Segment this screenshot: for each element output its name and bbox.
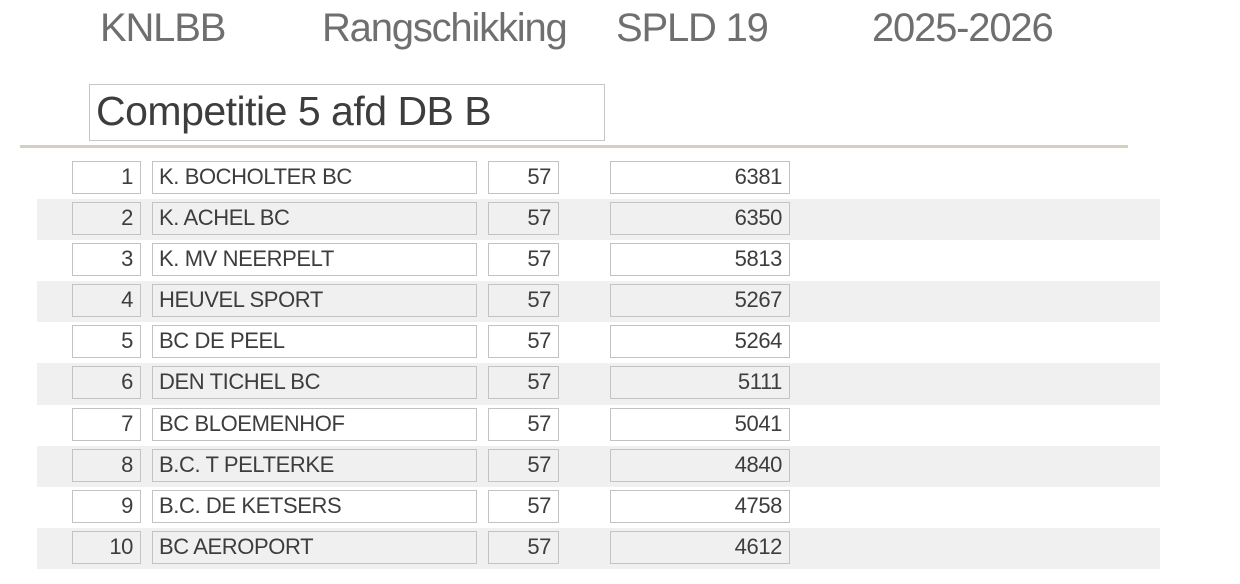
points-cell[interactable]: 5267 <box>610 284 790 318</box>
table-row: 1 K. BOCHOLTER BC 57 6381 <box>0 158 1240 199</box>
points-cell[interactable]: 5041 <box>610 407 790 441</box>
played-cell[interactable]: 57 <box>488 366 559 400</box>
team-cell[interactable]: B.C. DE KETSERS <box>152 489 477 523</box>
rank-cell[interactable]: 5 <box>72 325 141 359</box>
played-cell[interactable]: 57 <box>488 530 559 564</box>
report-title: Rangschikking <box>322 6 568 50</box>
row-stripe <box>37 199 1160 241</box>
rank-cell[interactable]: 10 <box>72 530 141 564</box>
team-cell[interactable]: BC BLOEMENHOF <box>152 407 477 441</box>
points-cell[interactable]: 4612 <box>610 530 790 564</box>
season-label: 2025-2026 <box>872 6 1054 50</box>
table-row: 5 BC DE PEEL 57 5264 <box>0 322 1240 363</box>
points-cell[interactable]: 6381 <box>610 161 790 194</box>
table-row: 4 HEUVEL SPORT 57 5267 <box>0 281 1240 323</box>
row-stripe <box>37 281 1160 323</box>
table-row: 10 BC AEROPORT 57 4612 <box>0 527 1240 569</box>
played-cell[interactable]: 57 <box>488 489 559 523</box>
row-stripe <box>37 363 1160 405</box>
points-cell[interactable]: 5813 <box>610 243 790 277</box>
divider-rule <box>20 145 1128 148</box>
competition-name-cell[interactable]: Competitie 5 afd DB B <box>89 84 605 141</box>
played-cell[interactable]: 57 <box>488 325 559 359</box>
matchday-label: SPLD 19 <box>616 6 769 50</box>
rank-cell[interactable]: 1 <box>72 161 141 194</box>
rank-cell[interactable]: 8 <box>72 448 141 482</box>
table-row: 7 BC BLOEMENHOF 57 5041 <box>0 405 1240 446</box>
row-stripe <box>37 527 1160 569</box>
team-cell[interactable]: B.C. T PELTERKE <box>152 448 477 482</box>
team-cell[interactable]: K. ACHEL BC <box>152 202 477 236</box>
played-cell[interactable]: 57 <box>488 407 559 441</box>
played-cell[interactable]: 57 <box>488 161 559 194</box>
table-row: 3 K. MV NEERPELT 57 5813 <box>0 240 1240 281</box>
org-name: KNLBB <box>100 6 226 50</box>
played-cell[interactable]: 57 <box>488 243 559 277</box>
team-cell[interactable]: K. BOCHOLTER BC <box>152 161 477 194</box>
rank-cell[interactable]: 6 <box>72 366 141 400</box>
points-cell[interactable]: 4840 <box>610 448 790 482</box>
table-row: 6 DEN TICHEL BC 57 5111 <box>0 363 1240 405</box>
table-row: 2 K. ACHEL BC 57 6350 <box>0 199 1240 241</box>
points-cell[interactable]: 6350 <box>610 202 790 236</box>
row-stripe <box>37 445 1160 487</box>
points-cell[interactable]: 4758 <box>610 489 790 523</box>
rank-cell[interactable]: 3 <box>72 243 141 277</box>
points-cell[interactable]: 5264 <box>610 325 790 359</box>
team-cell[interactable]: K. MV NEERPELT <box>152 243 477 277</box>
rank-cell[interactable]: 4 <box>72 284 141 318</box>
rank-cell[interactable]: 7 <box>72 407 141 441</box>
team-cell[interactable]: BC DE PEEL <box>152 325 477 359</box>
rank-cell[interactable]: 2 <box>72 202 141 236</box>
team-cell[interactable]: DEN TICHEL BC <box>152 366 477 400</box>
table-row: 9 B.C. DE KETSERS 57 4758 <box>0 487 1240 528</box>
points-cell[interactable]: 5111 <box>610 366 790 400</box>
played-cell[interactable]: 57 <box>488 202 559 236</box>
ranking-table: 1 K. BOCHOLTER BC 57 6381 2 K. ACHEL BC … <box>0 158 1240 569</box>
played-cell[interactable]: 57 <box>488 448 559 482</box>
rank-cell[interactable]: 9 <box>72 489 141 523</box>
played-cell[interactable]: 57 <box>488 284 559 318</box>
team-cell[interactable]: HEUVEL SPORT <box>152 284 477 318</box>
team-cell[interactable]: BC AEROPORT <box>152 530 477 564</box>
table-row: 8 B.C. T PELTERKE 57 4840 <box>0 445 1240 487</box>
